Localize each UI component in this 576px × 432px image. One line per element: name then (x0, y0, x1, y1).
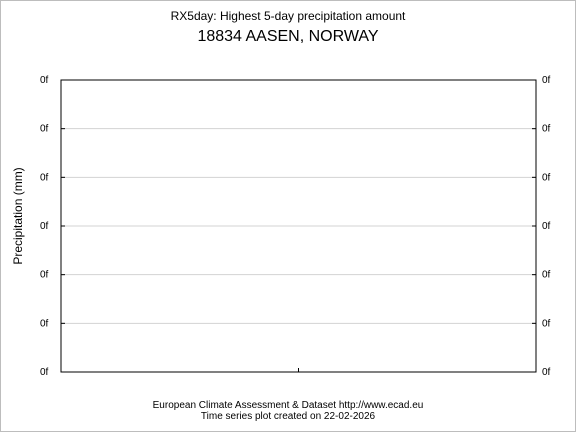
y-axis-label: Precipitation (mm) (11, 167, 25, 264)
y-tick-label: 0f (40, 367, 49, 378)
y-tick-label: 0f (40, 270, 49, 281)
y-tick-label: 0f (40, 318, 49, 329)
y-tick-label: 0f (542, 221, 551, 232)
chart-title: RX5day: Highest 5-day precipitation amou… (170, 9, 406, 23)
chart-subtitle: 18834 AASEN, NORWAY (197, 28, 379, 45)
y-tick-label: 0f (542, 75, 551, 86)
y-tick-labels-left: 0f 0f 0f 0f 0f 0f 0f (40, 75, 49, 378)
axis-ticks (61, 79, 536, 373)
y-tick-label: 0f (40, 124, 49, 135)
grid-lines (61, 128, 536, 324)
footer-created: Time series plot created on 22-02-2026 (200, 411, 376, 422)
y-tick-label: 0f (40, 172, 49, 183)
y-tick-label: 0f (40, 75, 49, 86)
footer-source: European Climate Assessment & Dataset ht… (152, 400, 424, 411)
y-tick-label: 0f (542, 124, 551, 135)
y-tick-label: 0f (542, 367, 551, 378)
y-tick-label: 0f (542, 172, 551, 183)
y-tick-labels-right: 0f 0f 0f 0f 0f 0f 0f (542, 75, 551, 378)
y-tick-label: 0f (40, 221, 49, 232)
y-tick-label: 0f (542, 318, 551, 329)
y-tick-label: 0f (542, 270, 551, 281)
